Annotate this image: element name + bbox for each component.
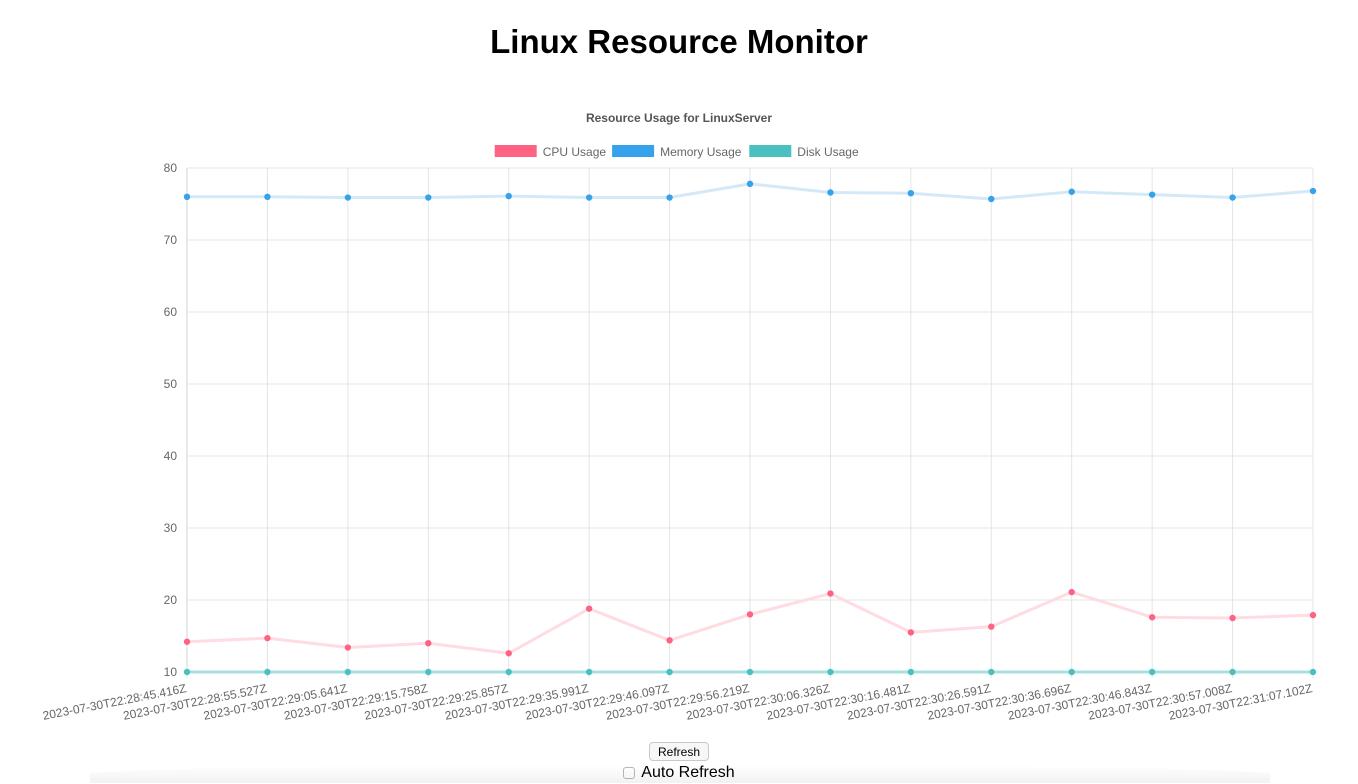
data-point-cpu-usage <box>746 611 754 618</box>
data-point-memory-usage <box>264 193 271 200</box>
legend-label: Memory Usage <box>660 145 742 159</box>
data-point-memory-usage <box>1229 194 1236 201</box>
data-point-disk-usage <box>264 668 271 676</box>
y-tick-label: 40 <box>164 449 178 463</box>
x-axis-ticks: 2023-07-30T22:28:45.416Z2023-07-30T22:28… <box>41 681 1313 723</box>
data-point-disk-usage <box>505 668 512 676</box>
y-tick-label: 60 <box>164 305 178 319</box>
resource-usage-chart: Resource Usage for LinuxServer CPU Usage M… <box>41 111 1317 723</box>
legend-item-memory-usage: Memory Usage <box>612 145 742 159</box>
series-cpu-usage <box>183 588 1317 657</box>
page-title: Linux Resource Monitor <box>490 23 868 60</box>
data-point-cpu-usage <box>1148 614 1156 621</box>
controls: Refresh Auto Refresh <box>0 742 1358 784</box>
legend-label: Disk Usage <box>797 145 859 159</box>
data-point-memory-usage <box>183 193 191 200</box>
data-point-memory-usage <box>746 180 754 188</box>
series-memory-usage <box>183 180 1317 203</box>
data-point-memory-usage <box>425 194 432 201</box>
data-point-cpu-usage <box>425 640 432 647</box>
data-point-cpu-usage <box>344 644 352 651</box>
legend-swatch <box>494 145 537 157</box>
data-point-memory-usage <box>1148 191 1156 198</box>
data-point-cpu-usage <box>1309 611 1317 619</box>
data-point-disk-usage <box>425 668 432 676</box>
data-point-disk-usage <box>1148 668 1156 676</box>
data-point-disk-usage <box>1229 668 1236 676</box>
y-tick-label: 50 <box>164 377 178 391</box>
data-point-memory-usage <box>585 194 593 201</box>
auto-refresh-checkbox[interactable] <box>623 767 636 779</box>
chart-legend: CPU Usage Memory Usage Disk Usage <box>494 145 859 159</box>
chart-title: Resource Usage for LinuxServer <box>586 111 772 125</box>
data-point-cpu-usage <box>585 605 593 612</box>
data-point-disk-usage <box>585 668 593 676</box>
y-axis-ticks: 10 20 30 40 50 60 70 80 <box>164 161 178 679</box>
y-tick-label: 20 <box>164 593 178 607</box>
data-point-disk-usage <box>344 668 352 676</box>
data-point-disk-usage <box>827 668 834 676</box>
data-point-cpu-usage <box>1068 588 1075 596</box>
data-point-disk-usage <box>1068 668 1075 676</box>
legend-label: CPU Usage <box>543 145 607 159</box>
data-point-memory-usage <box>505 192 512 200</box>
data-point-cpu-usage <box>1229 614 1236 622</box>
chart-grid <box>186 167 1314 678</box>
data-point-memory-usage <box>344 194 352 201</box>
data-point-memory-usage <box>827 189 834 196</box>
legend-swatch <box>612 145 655 157</box>
data-point-memory-usage <box>988 195 995 203</box>
data-point-disk-usage <box>988 668 995 676</box>
data-point-memory-usage <box>1068 188 1075 195</box>
data-point-disk-usage <box>746 668 754 676</box>
y-tick-label: 30 <box>164 521 178 535</box>
data-point-memory-usage <box>1309 187 1317 195</box>
data-point-disk-usage <box>907 668 915 676</box>
series-disk-usage <box>183 668 1317 676</box>
y-tick-label: 10 <box>164 665 178 679</box>
legend-item-disk-usage: Disk Usage <box>749 145 859 159</box>
data-point-disk-usage <box>1309 668 1317 676</box>
data-point-cpu-usage <box>505 650 512 657</box>
data-point-cpu-usage <box>666 637 673 644</box>
legend-swatch <box>749 145 792 157</box>
data-point-disk-usage <box>666 668 673 676</box>
data-point-cpu-usage <box>264 634 271 642</box>
data-point-cpu-usage <box>827 590 834 597</box>
data-point-memory-usage <box>907 190 915 197</box>
data-point-memory-usage <box>666 194 673 201</box>
y-tick-label: 70 <box>164 233 178 247</box>
auto-refresh-row[interactable]: Auto Refresh <box>0 762 1358 784</box>
refresh-button[interactable]: Refresh <box>648 742 710 761</box>
data-point-cpu-usage <box>183 638 191 645</box>
y-tick-label: 80 <box>164 161 178 175</box>
data-point-cpu-usage <box>988 623 995 630</box>
data-point-cpu-usage <box>907 629 915 636</box>
legend-item-cpu-usage: CPU Usage <box>494 145 607 159</box>
auto-refresh-label: Auto Refresh <box>641 764 735 781</box>
data-point-disk-usage <box>183 668 191 676</box>
